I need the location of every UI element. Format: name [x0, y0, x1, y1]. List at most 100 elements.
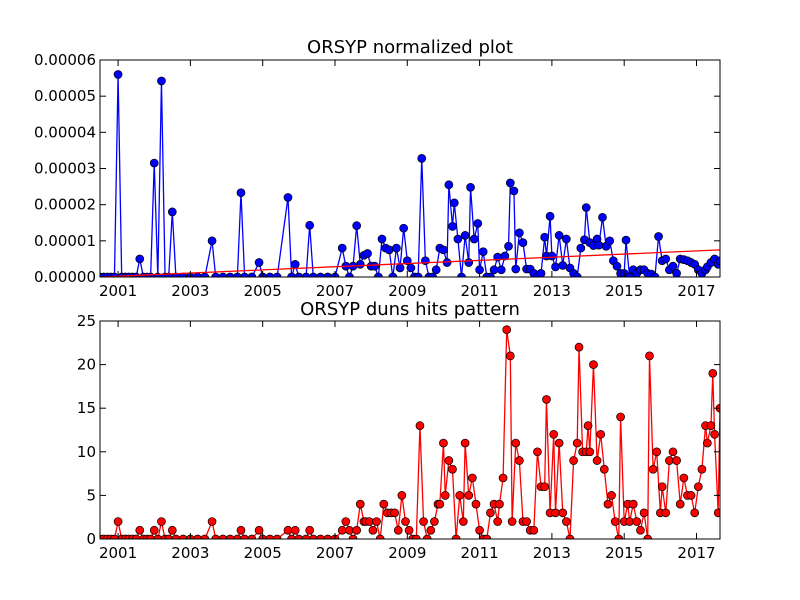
- top-chart-point-0-129: [612, 261, 622, 271]
- bottom-chart-point-0-153: [690, 508, 700, 518]
- bottom-chart-point-0-112: [554, 438, 564, 448]
- top-chart-point-0-39: [287, 272, 296, 277]
- bottom-chart-point-0-41: [294, 534, 304, 539]
- bottom-chart-xtick-label: 2013: [533, 544, 571, 562]
- bottom-chart-point-0-63: [390, 508, 399, 518]
- top-chart-point-0-145: [668, 261, 678, 271]
- bottom-chart-point-0-152: [686, 491, 696, 500]
- bottom-chart-point-0-77: [439, 438, 448, 448]
- bottom-chart-point-0-98: [507, 517, 517, 526]
- top-chart-xtick-label: 2001: [99, 282, 137, 300]
- bottom-chart-point-0-93: [493, 517, 503, 526]
- top-chart-xtick-label: 2011: [460, 282, 498, 300]
- bottom-chart-point-0-51: [348, 534, 358, 539]
- bottom-chart-point-0-36: [265, 534, 275, 539]
- top-chart-point-0-46: [323, 272, 333, 277]
- bottom-chart-point-0-144: [657, 482, 667, 492]
- top-chart-point-0-53: [355, 259, 365, 269]
- top-chart-ytick-label: 0.00004: [34, 123, 96, 141]
- top-chart-point-0-120: [581, 203, 591, 212]
- top-chart-point-0-34: [254, 258, 264, 267]
- bottom-chart-point-0-160: [710, 430, 719, 439]
- top-chart-point-0-79: [448, 222, 457, 231]
- top-chart-point-0-73: [428, 272, 437, 277]
- top-chart-point-0-64: [395, 263, 405, 273]
- bottom-chart-xtick-label: 2011: [460, 544, 498, 562]
- bottom-chart-point-0-5: [113, 517, 123, 526]
- bottom-chart-point-0-118: [574, 342, 584, 352]
- bottom-chart-point-0-142: [652, 447, 662, 457]
- bottom-chart-point-0-85: [464, 491, 474, 500]
- bottom-chart-point-0-108: [542, 395, 551, 404]
- top-chart-point-0-43: [305, 220, 315, 230]
- top-chart-point-0-101: [518, 238, 528, 247]
- bottom-chart-point-0-121: [583, 421, 593, 430]
- top-chart-point-0-45: [316, 272, 325, 277]
- top-chart-point-0-70: [417, 154, 427, 163]
- top-chart-ytick-label: 0.00000: [34, 268, 96, 286]
- bottom-chart-point-0-70: [415, 421, 425, 430]
- bottom-chart-point-0-4: [110, 534, 119, 539]
- bottom-chart-point-0-141: [648, 464, 658, 474]
- top-chart-point-0-124: [594, 240, 604, 250]
- bottom-chart-point-0-37: [272, 534, 282, 539]
- bottom-chart-point-0-52: [352, 525, 362, 535]
- top-chart-point-0-78: [444, 180, 454, 190]
- top-chart-point-0-30: [233, 272, 242, 277]
- top-chart-xtick-label: 2009: [388, 282, 426, 300]
- bottom-chart-point-0-67: [404, 525, 414, 535]
- bottom-chart-point-0-25: [200, 534, 210, 539]
- top-chart-series-1-line: [100, 249, 720, 277]
- bottom-chart-point-0-86: [468, 473, 477, 483]
- top-chart-point-0-69: [413, 272, 423, 277]
- bottom-chart-point-0-147: [668, 447, 678, 457]
- bottom-chart: ORSYP duns hits pattern 2001 2003 2005 2007…: [77, 299, 721, 562]
- bottom-chart-ytick-label: 10: [77, 443, 96, 461]
- bottom-chart-point-0-125: [596, 430, 606, 439]
- top-chart-point-0-42: [301, 272, 311, 277]
- top-chart-ytick-label: 0.00005: [34, 87, 96, 105]
- top-chart-title: ORSYP normalized plot: [307, 37, 513, 58]
- top-chart-point-0-125: [598, 212, 607, 222]
- bottom-chart-point-0-84: [460, 438, 470, 448]
- bottom-chart-point-0-117: [572, 438, 582, 448]
- top-chart-point-0-97: [505, 178, 515, 188]
- top-chart-ytick-label: 0.00006: [34, 51, 96, 69]
- bottom-chart-ytick-label: 15: [77, 399, 96, 417]
- bottom-chart-point-0-72: [422, 534, 432, 539]
- top-chart-ytick-label: 0.00002: [34, 196, 96, 214]
- bottom-chart-point-0-128: [607, 491, 616, 500]
- bottom-chart-point-0-39: [287, 534, 296, 539]
- bottom-chart-point-0-124: [592, 456, 602, 465]
- bottom-chart-point-0-15: [149, 525, 159, 535]
- top-chart-point-0-67: [406, 263, 416, 273]
- bottom-chart-point-0-29: [225, 534, 235, 539]
- bottom-chart-point-0-74: [430, 517, 439, 526]
- bottom-chart-point-0-17: [157, 517, 166, 526]
- top-chart-point-0-85: [466, 182, 475, 192]
- top-chart-point-0-74: [431, 265, 441, 275]
- bottom-chart-point-0-14: [146, 534, 155, 539]
- bottom-chart-point-0-59: [375, 534, 385, 539]
- bottom-chart-point-0-53: [355, 499, 365, 509]
- top-chart-point-0-5: [113, 70, 123, 79]
- bottom-chart-point-0-113: [558, 508, 568, 518]
- bottom-chart-point-0-87: [471, 499, 481, 509]
- bottom-chart-point-0-11: [135, 525, 145, 535]
- top-chart-point-0-99: [511, 264, 521, 274]
- bottom-chart-point-0-155: [697, 464, 707, 474]
- bottom-chart-point-0-158: [706, 421, 716, 430]
- top-chart-point-0-36: [265, 272, 275, 277]
- top-chart-point-0-143: [661, 254, 671, 264]
- top-chart-point-0-17: [157, 76, 166, 86]
- bottom-chart-point-0-22: [178, 534, 188, 539]
- top-chart-point-0-41: [294, 272, 304, 277]
- top-chart-point-0-40: [290, 259, 300, 269]
- bottom-chart-xtick-label: 2001: [99, 544, 137, 562]
- bottom-chart-xtick-label: 2005: [244, 544, 282, 562]
- bottom-chart-point-0-129: [610, 517, 620, 526]
- top-chart-point-0-84: [464, 258, 474, 267]
- top-chart-point-0-146: [672, 269, 681, 277]
- top-chart-point-0-27: [211, 272, 221, 277]
- top-chart-point-0-65: [399, 223, 409, 233]
